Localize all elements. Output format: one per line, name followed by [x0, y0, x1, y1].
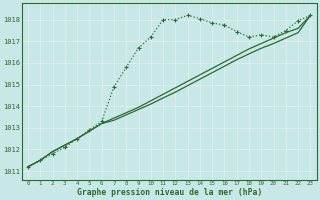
- X-axis label: Graphe pression niveau de la mer (hPa): Graphe pression niveau de la mer (hPa): [76, 188, 262, 197]
